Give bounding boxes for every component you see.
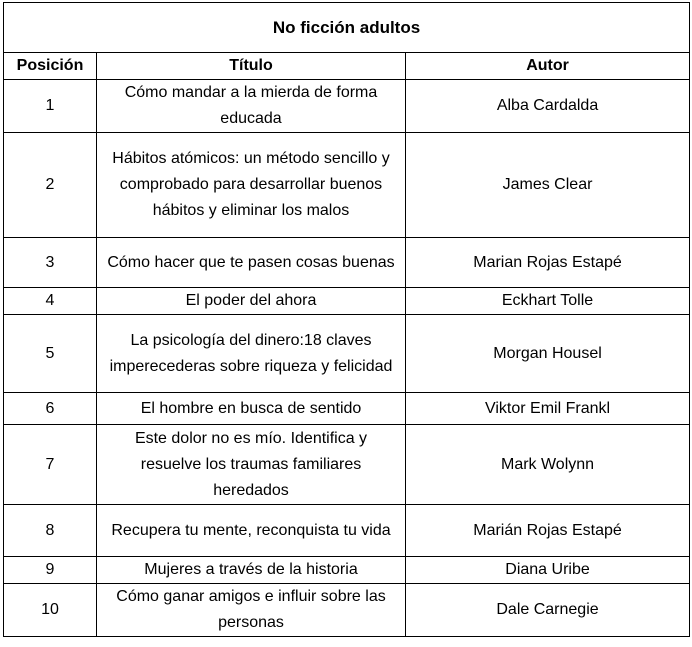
- table-row: 6 El hombre en busca de sentido Viktor Emi…: [3, 392, 691, 425]
- author-cell: James Clear: [404, 132, 691, 238]
- title-cell: La psicología del dinero:18 claves imper…: [96, 314, 406, 393]
- position-cell: 7: [3, 424, 97, 505]
- title-cell: Recupera tu mente, reconquista tu vida: [96, 504, 406, 557]
- table-row: 2 Hábitos atómicos: un método sencillo y …: [3, 132, 691, 238]
- table-row: 10 Cómo ganar amigos e influir sobre las …: [3, 583, 691, 637]
- header-position: Posición: [3, 52, 97, 80]
- title-cell: El hombre en busca de sentido: [96, 392, 406, 425]
- header-title: Título: [96, 52, 406, 80]
- table-title: No ficción adultos: [2, 2, 691, 53]
- table-row: 4 El poder del ahora Eckhart Tolle: [3, 287, 691, 315]
- position-cell: 6: [3, 392, 97, 425]
- table-row: 8 Recupera tu mente, reconquista tu vida M…: [3, 504, 691, 557]
- table-row: 3 Cómo hacer que te pasen cosas buenas Mar…: [3, 237, 691, 288]
- position-cell: 1: [3, 79, 97, 133]
- author-cell: Mark Wolynn: [404, 424, 691, 505]
- author-cell: Diana Uribe: [404, 556, 691, 584]
- author-cell: Marián Rojas Estapé: [404, 504, 691, 557]
- title-cell: Mujeres a través de la historia: [96, 556, 406, 584]
- author-cell: Marian Rojas Estapé: [404, 237, 691, 288]
- table-row: 9 Mujeres a través de la historia Diana Ur…: [3, 556, 691, 584]
- position-cell: 5: [3, 314, 97, 393]
- title-cell: Cómo ganar amigos e influir sobre las pe…: [96, 583, 406, 637]
- author-cell: Morgan Housel: [404, 314, 691, 393]
- position-cell: 10: [3, 583, 97, 637]
- header-author: Autor: [404, 52, 691, 80]
- author-cell: Eckhart Tolle: [404, 287, 691, 315]
- title-cell: Cómo hacer que te pasen cosas buenas: [96, 237, 406, 288]
- table-row: 5 La psicología del dinero:18 claves impe…: [3, 314, 691, 393]
- author-cell: Dale Carnegie: [404, 583, 691, 637]
- position-cell: 3: [3, 237, 97, 288]
- table-row: 7 Este dolor no es mío. Identifica y resu…: [3, 424, 691, 505]
- author-cell: Alba Cardalda: [404, 79, 691, 133]
- title-cell: Hábitos atómicos: un método sencillo y c…: [96, 132, 406, 238]
- table-row: 1 Cómo mandar a la mierda de forma educad…: [3, 79, 691, 133]
- position-cell: 9: [3, 556, 97, 584]
- author-cell: Viktor Emil Frankl: [404, 392, 691, 425]
- title-cell: El poder del ahora: [96, 287, 406, 315]
- title-cell: Cómo mandar a la mierda de forma educada: [96, 79, 406, 133]
- position-cell: 2: [3, 132, 97, 238]
- title-cell: Este dolor no es mío. Identifica y resue…: [96, 424, 406, 505]
- bestseller-table: No ficción adultos Posición Título Autor…: [2, 2, 691, 637]
- position-cell: 8: [3, 504, 97, 557]
- position-cell: 4: [3, 287, 97, 315]
